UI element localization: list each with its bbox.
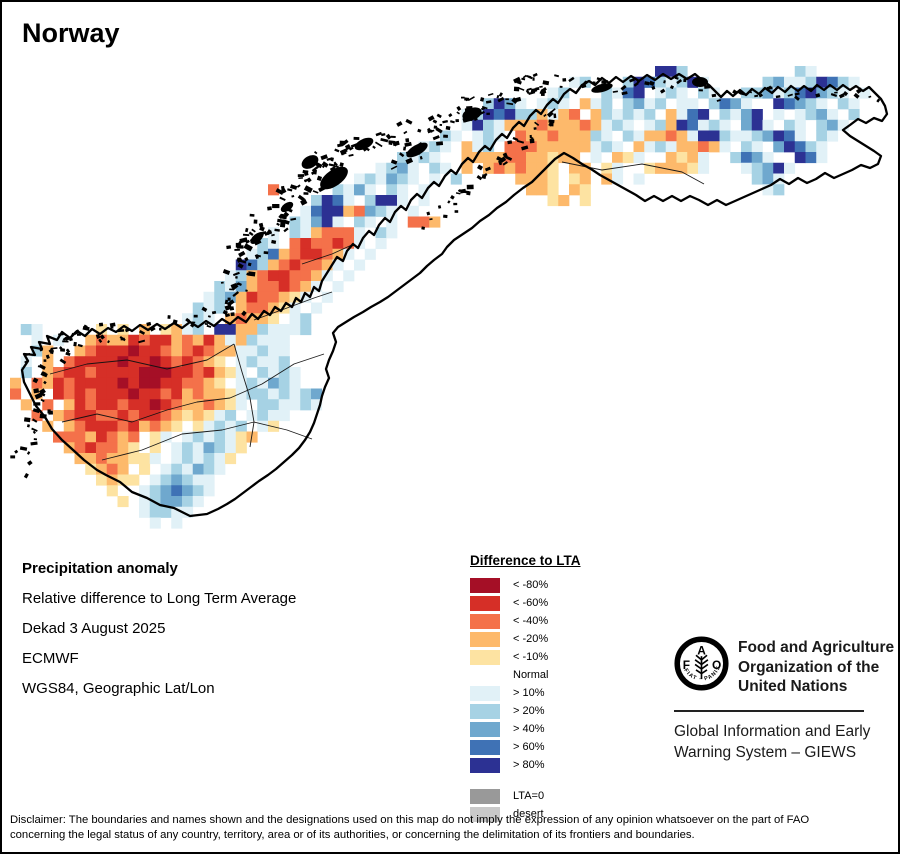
wheat-ear-icon	[694, 654, 709, 680]
legend-swatch	[470, 721, 500, 737]
fao-logo-letter-a: A	[697, 643, 706, 657]
disclaimer-line2: concerning the legal status of any count…	[10, 828, 695, 841]
legend: Difference to LTA < -80% < -60% < -40% < -2…	[470, 553, 640, 823]
legend-swatch	[470, 613, 500, 629]
legend-label: > 20%	[513, 705, 545, 717]
info-line: Dekad 3 August 2025	[22, 620, 166, 637]
legend-rows: < -80% < -60% < -40% < -20% < -10% Normal > 10…	[470, 576, 640, 823]
legend-label: Normal	[513, 669, 549, 681]
legend-row: desert	[470, 805, 640, 823]
legend-swatch	[470, 703, 500, 719]
fao-logo-letter-f: F	[683, 658, 690, 672]
legend-label: > 10%	[513, 687, 545, 699]
legend-row: Normal	[470, 666, 640, 684]
fao-logo-letter-o: O	[712, 658, 721, 672]
legend-label: < -20%	[513, 633, 549, 645]
fao-logo-icon: A F O FIAT · PANIS	[674, 636, 729, 691]
fao-name: Food and Agriculture Organization of the…	[738, 636, 894, 697]
map-info-block: Precipitation anomaly Relative difference…	[22, 558, 296, 708]
disclaimer: Disclaimer: The boundaries and names sho…	[10, 813, 894, 842]
legend-row: < -80%	[470, 576, 640, 594]
legend-swatch	[470, 631, 500, 647]
legend-label: > 40%	[513, 723, 545, 735]
legend-swatch	[470, 595, 500, 611]
page-title: Norway	[22, 18, 120, 48]
giews-name: Global Information and Early Warning Sys…	[674, 721, 896, 763]
giews-line1: Global Information and Early	[674, 722, 871, 740]
legend-label: desert	[513, 808, 544, 820]
legend-label: < -60%	[513, 597, 549, 609]
fao-block: A F O FIAT · PANIS Food and Agriculture …	[674, 636, 896, 763]
legend-swatch	[470, 757, 500, 773]
legend-label: < -10%	[513, 651, 549, 663]
giews-line2: Warning System – GIEWS	[674, 743, 857, 761]
legend-row: > 40%	[470, 720, 640, 738]
legend-row: > 80%	[470, 756, 640, 774]
fao-name-line2: Organization of the	[738, 658, 880, 676]
info-line: Precipitation anomaly	[22, 560, 178, 577]
legend-label: LTA=0	[513, 790, 545, 802]
info-line: Relative difference to Long Term Average	[22, 590, 297, 607]
info-line: ECMWF	[22, 650, 79, 667]
info-line: WGS84, Geographic Lat/Lon	[22, 680, 215, 697]
legend-swatch	[470, 667, 500, 683]
legend-label: < -40%	[513, 615, 549, 627]
legend-row: LTA=0	[470, 787, 640, 805]
legend-row: < -60%	[470, 594, 640, 612]
legend-label: > 80%	[513, 759, 545, 771]
legend-row: > 20%	[470, 702, 640, 720]
islands	[10, 72, 881, 479]
fao-divider	[674, 709, 864, 712]
legend-row: > 10%	[470, 684, 640, 702]
disclaimer-line1: Disclaimer: The boundaries and names sho…	[10, 814, 810, 826]
legend-swatch	[470, 685, 500, 701]
legend-row: < -20%	[470, 630, 640, 648]
legend-label: > 60%	[513, 741, 545, 753]
raster-cells	[10, 66, 871, 529]
fao-name-line3: United Nations	[738, 678, 848, 695]
legend-swatch	[470, 577, 500, 593]
legend-swatch	[470, 806, 500, 822]
legend-title: Difference to LTA	[470, 553, 581, 568]
legend-swatch	[470, 649, 500, 665]
legend-label: < -80%	[513, 579, 549, 591]
legend-row: < -10%	[470, 648, 640, 666]
legend-swatch	[470, 739, 500, 755]
legend-swatch	[470, 788, 500, 804]
legend-row: > 60%	[470, 738, 640, 756]
legend-row: < -40%	[470, 612, 640, 630]
fao-name-line1: Food and Agriculture	[738, 639, 895, 656]
